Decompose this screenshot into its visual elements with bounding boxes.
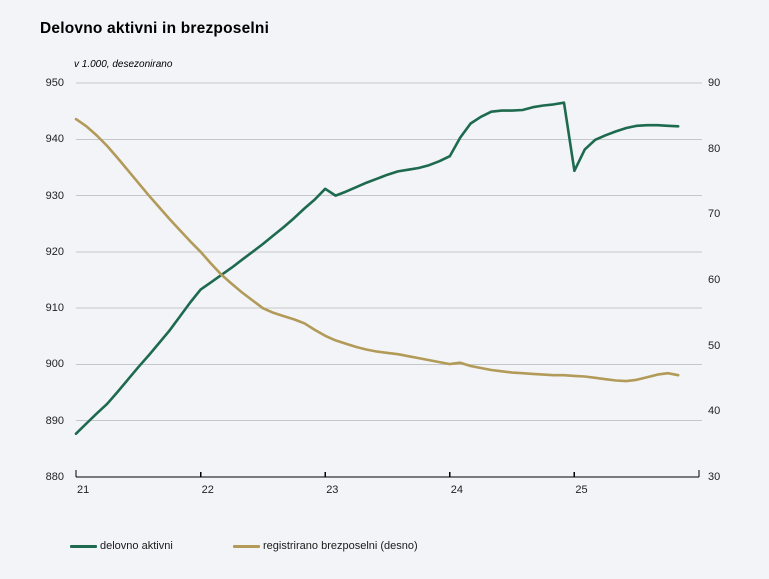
y-axis-left-label-940: 940	[45, 133, 64, 146]
legend-item-delovno-aktivni: delovno aktivni	[70, 540, 173, 552]
y-axis-right-label-80: 80	[708, 142, 721, 155]
legend-item-registrirano-brezposelni: registrirano brezposelni (desno)	[233, 540, 418, 552]
y-axis-left-label-950: 950	[45, 77, 64, 89]
x-axis-label-21: 21	[77, 484, 90, 496]
legend: delovno aktivni registrirano brezposelni…	[0, 540, 769, 570]
x-axis-label-25: 25	[575, 484, 588, 496]
y-axis-left-label-900: 900	[45, 358, 64, 371]
y-axis-right-label-50: 50	[708, 339, 721, 352]
x-axis-label-22: 22	[201, 484, 214, 496]
y-axis-right-label-30: 30	[708, 471, 721, 483]
x-axis-label-23: 23	[326, 484, 339, 496]
chart-title: Delovno aktivni in brezposelni	[40, 20, 270, 37]
legend-label-employed: delovno aktivni	[100, 540, 173, 552]
legend-swatch-employed	[70, 544, 97, 548]
series-line-employed	[74, 101, 680, 436]
y-axis-left-label-890: 890	[45, 414, 64, 427]
y-axis-right-label-60: 60	[708, 274, 721, 286]
y-axis-left-label-910: 910	[45, 302, 64, 315]
y-axis-left-label-920: 920	[45, 245, 64, 258]
y-axis-right-label-40: 40	[708, 405, 721, 418]
legend-swatch-unemployed	[233, 544, 260, 548]
y-axis-right-label-70: 70	[708, 208, 721, 221]
y-axis-left-label-880: 880	[45, 471, 64, 483]
series-line-unemployed	[74, 117, 680, 383]
chart-subtitle: v 1.000, desezonirano	[74, 59, 173, 70]
y-axis-right-label-90: 90	[708, 77, 721, 89]
x-axis-label-24: 24	[450, 484, 464, 496]
y-axis-left-label-930: 930	[45, 189, 64, 202]
legend-label-unemployed: registrirano brezposelni (desno)	[263, 540, 418, 552]
